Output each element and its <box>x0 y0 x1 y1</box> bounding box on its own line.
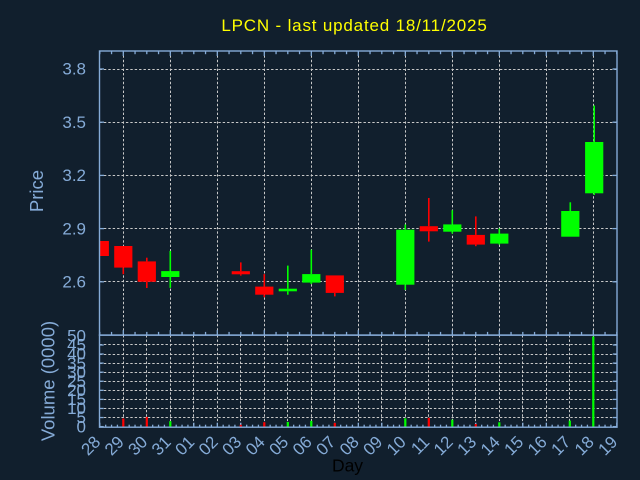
svg-text:3.5: 3.5 <box>62 113 86 132</box>
svg-text:40: 40 <box>67 345 86 364</box>
svg-text:2.9: 2.9 <box>62 219 86 238</box>
svg-text:LPCN - last updated 18/11/2025: LPCN - last updated 18/11/2025 <box>221 16 487 35</box>
svg-text:0: 0 <box>77 417 86 436</box>
svg-text:3.8: 3.8 <box>62 60 86 79</box>
svg-text:10: 10 <box>67 399 86 418</box>
svg-text:25: 25 <box>67 372 86 391</box>
svg-text:35: 35 <box>67 354 86 373</box>
svg-text:5: 5 <box>77 408 86 427</box>
svg-text:15: 15 <box>67 390 86 409</box>
svg-text:50: 50 <box>67 327 86 346</box>
svg-text:45: 45 <box>67 336 86 355</box>
svg-text:Day: Day <box>332 456 363 476</box>
svg-text:2.6: 2.6 <box>62 273 86 292</box>
svg-text:30: 30 <box>67 363 86 382</box>
svg-text:Price: Price <box>26 170 47 212</box>
svg-text:3.2: 3.2 <box>62 166 86 185</box>
svg-text:20: 20 <box>67 381 86 400</box>
svg-text:Volume (0000): Volume (0000) <box>38 321 59 441</box>
